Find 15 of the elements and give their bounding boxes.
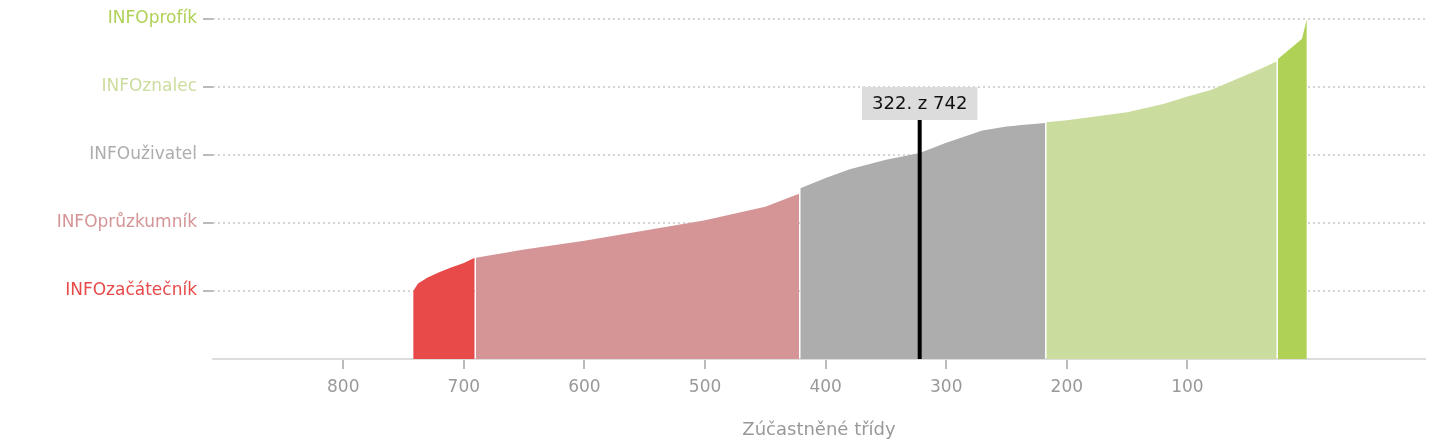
x-tick-label: 800	[327, 375, 360, 396]
ref-line-label: INFOprůzkumník	[56, 211, 198, 232]
ref-line-label: 322. z 742	[872, 92, 968, 114]
ref-line-label: INFOzačátečník	[65, 279, 198, 300]
ref-line-label: INFOuživatel	[89, 143, 197, 164]
x-tick-label: 200	[1050, 375, 1084, 396]
x-tick-label: 500	[688, 375, 722, 396]
ref-line-label: INFOznalec	[101, 75, 197, 96]
x-tick-label: 600	[568, 375, 601, 396]
x-axis-title: Zúčastněné třídy	[742, 417, 897, 439]
x-tick-label: 400	[809, 375, 842, 396]
x-tick-label: 300	[930, 375, 963, 396]
x-tick-label: 700	[447, 375, 481, 396]
ref-line-label: INFOprofík	[107, 7, 198, 28]
x-tick-label: 100	[1171, 375, 1204, 396]
